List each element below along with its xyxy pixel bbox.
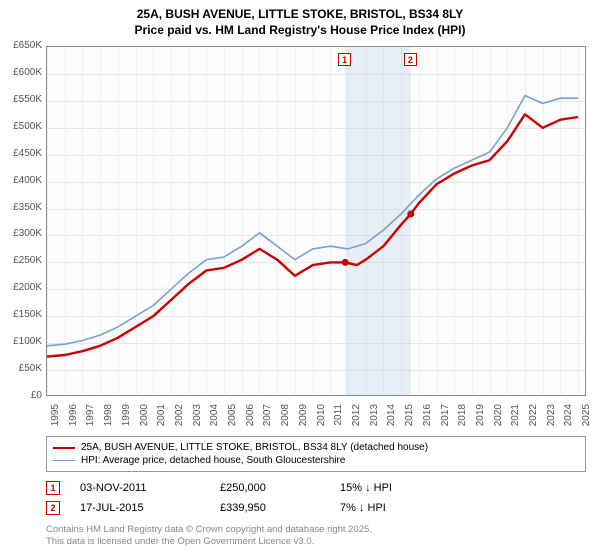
x-tick-label: 2010 [316, 404, 327, 434]
x-tick-label: 1997 [85, 404, 96, 434]
footer-attribution: Contains HM Land Registry data © Crown c… [46, 524, 586, 549]
legend-label: HPI: Average price, detached house, Sout… [81, 455, 345, 466]
sale-marker-icon: 2 [46, 501, 60, 515]
x-tick-label: 2024 [563, 404, 574, 434]
x-tick-label: 2000 [139, 404, 150, 434]
title-line-1: 25A, BUSH AVENUE, LITTLE STOKE, BRISTOL,… [0, 6, 600, 22]
y-tick-label: £400K [2, 175, 42, 186]
sale-point-icon [342, 259, 349, 266]
x-tick-label: 2020 [493, 404, 504, 434]
y-tick-label: £650K [2, 40, 42, 51]
y-tick-label: £100K [2, 336, 42, 347]
x-tick-label: 2019 [475, 404, 486, 434]
x-tick-label: 2005 [227, 404, 238, 434]
series-line [47, 96, 578, 346]
x-tick-label: 2013 [369, 404, 380, 434]
sale-marker-box: 2 [404, 53, 417, 66]
x-tick-label: 2003 [192, 404, 203, 434]
x-tick-label: 2015 [404, 404, 415, 434]
legend-label: 25A, BUSH AVENUE, LITTLE STOKE, BRISTOL,… [81, 442, 428, 453]
x-tick-label: 2004 [209, 404, 220, 434]
x-tick-label: 2021 [510, 404, 521, 434]
series-line [47, 114, 578, 356]
x-tick-label: 2014 [386, 404, 397, 434]
plot-area: 12 [46, 46, 586, 396]
x-tick-label: 2022 [528, 404, 539, 434]
footer-line-1: Contains HM Land Registry data © Crown c… [46, 524, 586, 536]
legend-row: HPI: Average price, detached house, Sout… [53, 454, 579, 467]
x-tick-label: 2023 [546, 404, 557, 434]
legend: 25A, BUSH AVENUE, LITTLE STOKE, BRISTOL,… [46, 436, 586, 472]
plot-region: 12 £0£50K£100K£150K£200K£250K£300K£350K£… [46, 46, 586, 396]
y-tick-label: £450K [2, 148, 42, 159]
legend-row: 25A, BUSH AVENUE, LITTLE STOKE, BRISTOL,… [53, 441, 579, 454]
y-tick-label: £200K [2, 282, 42, 293]
x-tick-label: 2009 [298, 404, 309, 434]
y-tick-label: £0 [2, 390, 42, 401]
sale-delta: 15% ↓ HPI [340, 482, 460, 494]
sale-price: £339,950 [220, 502, 340, 514]
footer-line-2: This data is licensed under the Open Gov… [46, 536, 586, 548]
y-tick-label: £600K [2, 67, 42, 78]
x-tick-label: 1995 [50, 404, 61, 434]
legend-swatch-icon [53, 460, 75, 461]
x-tick-label: 2007 [262, 404, 273, 434]
sale-delta: 7% ↓ HPI [340, 502, 460, 514]
y-tick-label: £250K [2, 255, 42, 266]
x-tick-label: 1998 [103, 404, 114, 434]
sale-marker-icon: 1 [46, 481, 60, 495]
x-tick-label: 2018 [457, 404, 468, 434]
x-axis-labels: 1995 1996 1997 1998 1999 2000 2001 2002 2003 2004… [46, 400, 586, 440]
sale-row: 2 17-JUL-2015£339,9507% ↓ HPI [46, 498, 586, 518]
sales-table: 1 03-NOV-2011£250,00015% ↓ HPI 2 17-JUL-201… [46, 478, 586, 518]
x-tick-label: 2012 [351, 404, 362, 434]
y-tick-label: £150K [2, 309, 42, 320]
y-tick-label: £500K [2, 121, 42, 132]
x-tick-label: 2006 [245, 404, 256, 434]
y-tick-label: £350K [2, 202, 42, 213]
chart-container: 25A, BUSH AVENUE, LITTLE STOKE, BRISTOL,… [0, 0, 600, 560]
x-tick-label: 2001 [156, 404, 167, 434]
x-tick-label: 2017 [440, 404, 451, 434]
y-tick-label: £300K [2, 228, 42, 239]
x-tick-label: 2008 [280, 404, 291, 434]
title-line-2: Price paid vs. HM Land Registry's House … [0, 22, 600, 38]
sale-row: 1 03-NOV-2011£250,00015% ↓ HPI [46, 478, 586, 498]
x-tick-label: 1999 [121, 404, 132, 434]
sale-price: £250,000 [220, 482, 340, 494]
x-tick-label: 1996 [68, 404, 79, 434]
sale-point-icon [407, 210, 414, 217]
line-svg [47, 47, 587, 397]
x-tick-label: 2011 [333, 404, 344, 434]
chart-title: 25A, BUSH AVENUE, LITTLE STOKE, BRISTOL,… [0, 0, 600, 38]
sale-date: 17-JUL-2015 [80, 502, 220, 514]
y-axis-labels: £0 £50K £100K £150K £200K £250K £300K £350K £400… [4, 40, 44, 402]
sale-marker-box: 1 [338, 53, 351, 66]
y-tick-label: £50K [2, 363, 42, 374]
x-tick-label: 2002 [174, 404, 185, 434]
legend-swatch-icon [53, 447, 75, 449]
x-tick-label: 2016 [422, 404, 433, 434]
y-tick-label: £550K [2, 94, 42, 105]
sale-date: 03-NOV-2011 [80, 482, 220, 494]
x-tick-label: 2025 [581, 404, 592, 434]
